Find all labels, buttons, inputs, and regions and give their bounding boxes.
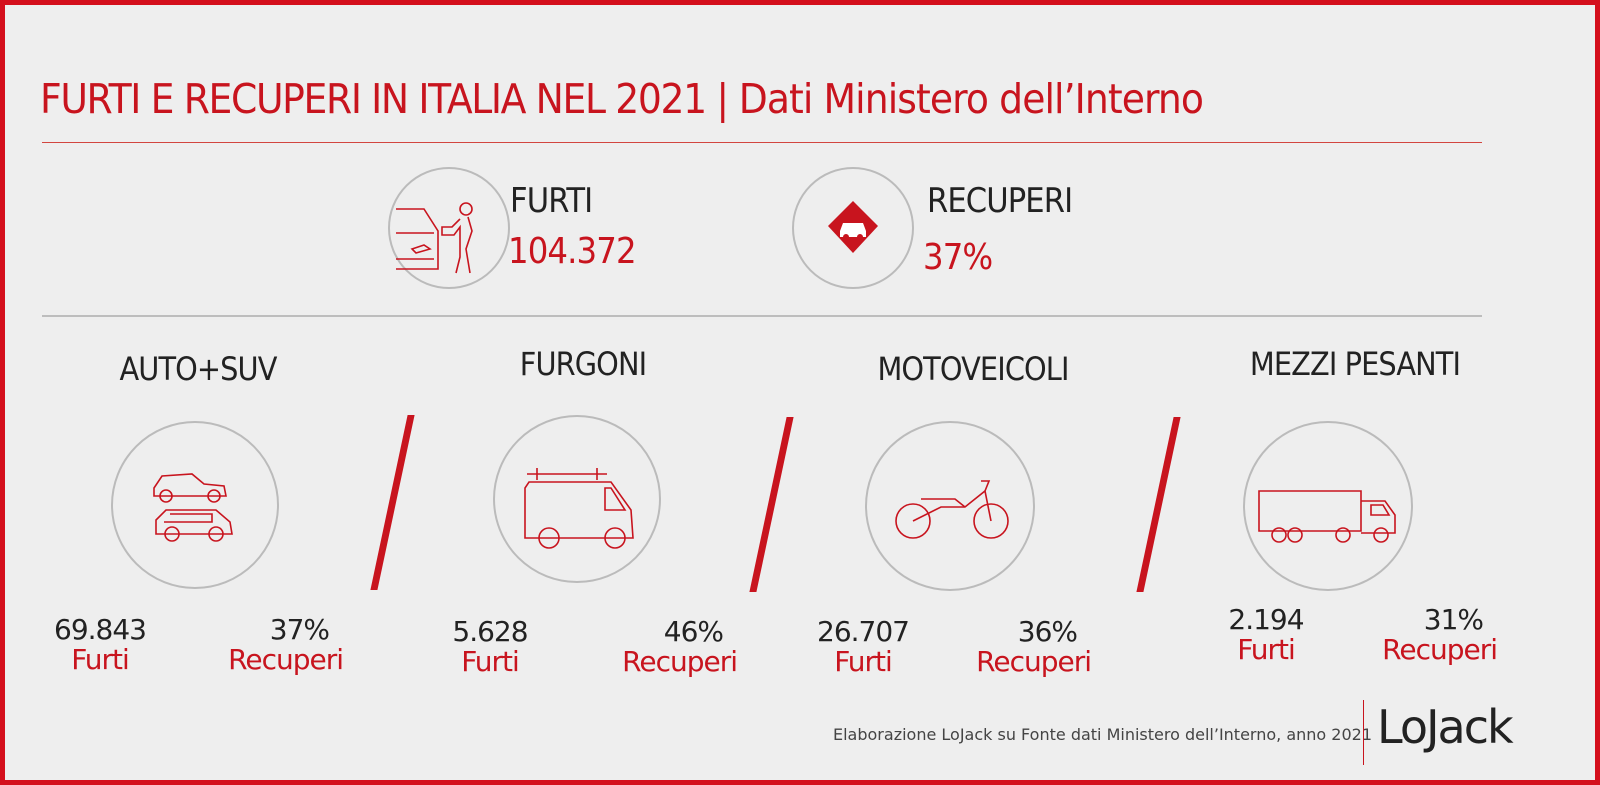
recuperi-label: RECUPERI — [927, 181, 1073, 221]
stat-label: Furti — [1237, 633, 1296, 666]
stat-label: Recuperi — [228, 643, 344, 676]
divider-middle — [42, 315, 1482, 317]
category-title-mezzi-pesanti: MEZZI PESANTI — [1249, 345, 1461, 383]
furti-total: 104.372 — [508, 231, 637, 272]
stat-label: Recuperi — [976, 645, 1092, 678]
stat-value: 37% — [269, 613, 330, 646]
source-note: Elaborazione LoJack su Fonte dati Minist… — [833, 725, 1372, 744]
separator-slash — [749, 417, 794, 592]
recuperi-total: 37% — [923, 237, 993, 278]
furgoni-recuperi: 46% Recuperi — [617, 615, 738, 678]
stat-value: 46% — [663, 615, 724, 648]
stat-label: Furti — [461, 645, 520, 678]
furti-label: FURTI — [510, 181, 593, 221]
mezzi-pesanti-recuperi: 31% Recuperi — [1377, 603, 1498, 666]
stat-value: 31% — [1423, 603, 1484, 636]
separator-slash — [370, 415, 415, 590]
stat-label: Recuperi — [1382, 633, 1498, 666]
location-pin-car-icon — [792, 167, 914, 289]
stat-value: 5.628 — [452, 615, 528, 648]
van-icon — [493, 415, 661, 583]
stat-label: Recuperi — [622, 645, 738, 678]
lojack-logo: LoJack — [1377, 700, 1514, 754]
title-subtitle: Dati Ministero dell’Interno — [738, 75, 1204, 123]
stat-value: 26.707 — [817, 615, 910, 648]
stat-value: 69.843 — [54, 613, 147, 646]
category-title-motoveicoli: MOTOVEICOLI — [877, 350, 1069, 388]
stat-label: Furti — [71, 643, 130, 676]
stat-label: Furti — [834, 645, 893, 678]
title-text: FURTI E RECUPERI IN ITALIA NEL 2021 — [40, 75, 707, 123]
logo-text: LoJack — [1377, 700, 1514, 754]
furgoni-furti: 5.628 Furti — [425, 617, 555, 677]
page-title: FURTI E RECUPERI IN ITALIA NEL 2021 | Da… — [40, 75, 1204, 123]
motoveicoli-furti: 26.707 Furti — [798, 617, 928, 677]
separator-slash — [1136, 417, 1181, 592]
car-suv-icon — [111, 421, 279, 589]
motoveicoli-recuperi: 36% Recuperi — [971, 615, 1092, 678]
truck-icon — [1243, 421, 1413, 591]
stat-value: 2.194 — [1228, 603, 1304, 636]
divider-top — [42, 142, 1482, 143]
category-title-furgoni: FURGONI — [519, 345, 647, 383]
title-separator: | — [716, 75, 729, 123]
stat-value: 36% — [1017, 615, 1078, 648]
car-thief-icon — [388, 167, 510, 289]
footer-divider — [1363, 700, 1364, 765]
category-title-auto-suv: AUTO+SUV — [119, 350, 277, 388]
mezzi-pesanti-furti: 2.194 Furti — [1201, 605, 1331, 665]
auto-suv-furti: 69.843 Furti — [35, 615, 165, 675]
motorcycle-icon — [865, 421, 1035, 591]
auto-suv-recuperi: 37% Recuperi — [223, 613, 344, 676]
